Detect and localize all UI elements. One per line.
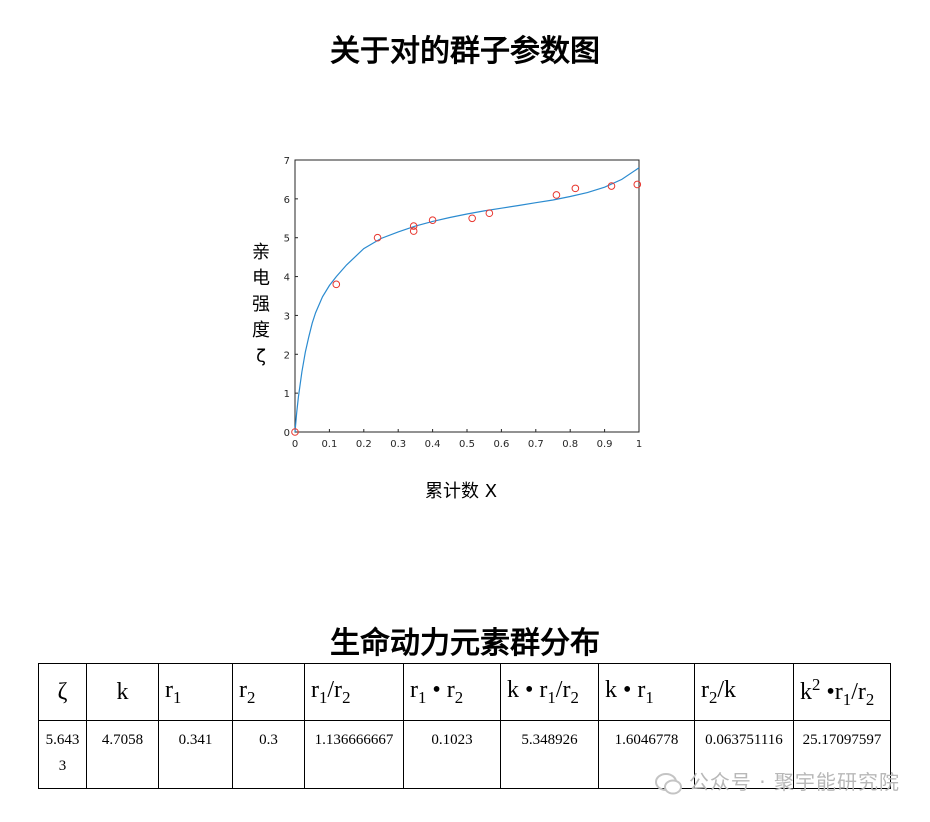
watermark: 公众号 · 聚宇能研究院 [654,766,900,795]
x-axis-label: 累计数 X [425,481,497,502]
table-header-row: ζ k r1 r2 r1/r2 r1 • r2 k • r1/r2 k • r1 r2/k k2 … [38,663,891,721]
x-tick-label: 0.5 [459,439,475,450]
data-points [291,180,642,436]
x-tick-label: 0.1 [321,439,337,450]
table-header-cell: r2/k [694,663,794,721]
data-point [428,216,437,225]
table-header-cell: r1 [158,663,233,721]
table-cell: 5.348926 [500,720,599,789]
x-tick-label: 0.9 [597,439,613,450]
data-point [373,233,382,242]
y-tick-label: 0 [284,428,290,439]
table-cell: 0.1023 [403,720,501,789]
table-title: 生命动力元素群分布 [330,626,600,661]
table-header-cell: r1/r2 [304,663,404,721]
y-tick-label: 1 [284,389,290,400]
x-tick-label: 0 [292,439,298,450]
table-cell: 4.7058 [86,720,159,789]
x-tick-label: 0.2 [356,439,372,450]
data-point [332,280,341,289]
data-point [291,428,299,436]
fit-curve [294,167,640,433]
table-cell: 0.3 [232,720,305,789]
data-point [468,214,476,223]
y-axis-label: 亲电强度 ζ [252,242,270,367]
y-tick-label: 7 [284,156,290,167]
data-point [633,180,642,189]
table-header-cell: ζ [38,663,87,721]
table-cell: 25.17097597 [793,720,891,789]
table-cell: 0.341 [158,720,233,789]
data-point [571,184,580,193]
data-point [409,227,418,235]
table-cell: 5.6433 [38,720,87,789]
y-tick-label: 4 [284,273,290,284]
table-cell: 1.136666667 [304,720,404,789]
x-tick-label: 1 [636,439,642,450]
y-tick-label: 2 [284,350,290,361]
table-header-cell: k [86,663,159,721]
y-tick-label: 5 [284,234,290,245]
table-cell: 1.6046778 [598,720,695,789]
x-tick-label: 0.8 [562,439,578,450]
x-tick-label: 0.4 [425,439,441,450]
x-tick-label: 0.6 [493,439,509,450]
y-tick-label: 3 [284,311,290,322]
table-header-cell: k2 •r1/r2 [793,663,891,721]
table-header-cell: k • r1/r2 [500,663,599,721]
watermark-text: 公众号 · 聚宇能研究院 [688,770,900,794]
table-header-cell: k • r1 [598,663,695,721]
data-point [607,182,616,190]
table-row: 5.6433 4.7058 0.341 0.3 1.136666667 0.1023 5.3… [38,720,891,789]
x-tick-label: 0.3 [390,439,406,450]
x-tick-label: 0.7 [528,439,544,450]
wechat-icon [654,772,683,795]
x-axis: 0 0.1 0.2 0.3 0.4 0.5 0.6 0.7 0.8 0.9 1 [292,429,642,450]
chart: 0 0.1 0.2 0.3 0.4 0.5 0.6 0.7 0.8 0.9 1 0 1 2 3 4 5 6 7 累… [252,156,642,502]
page-title: 关于对的群子参数图 [330,34,600,69]
plot-area [294,159,640,433]
data-point [552,191,561,199]
table-header-cell: r1 • r2 [403,663,501,721]
parameter-table: ζ k r1 r2 r1/r2 r1 • r2 k • r1/r2 k • r1 r2/k k2 … [38,663,891,789]
data-point [485,209,494,218]
data-point [409,222,418,230]
y-tick-label: 6 [284,195,290,206]
table-header-cell: r2 [232,663,305,721]
y-axis: 0 1 2 3 4 5 6 7 [284,156,298,439]
